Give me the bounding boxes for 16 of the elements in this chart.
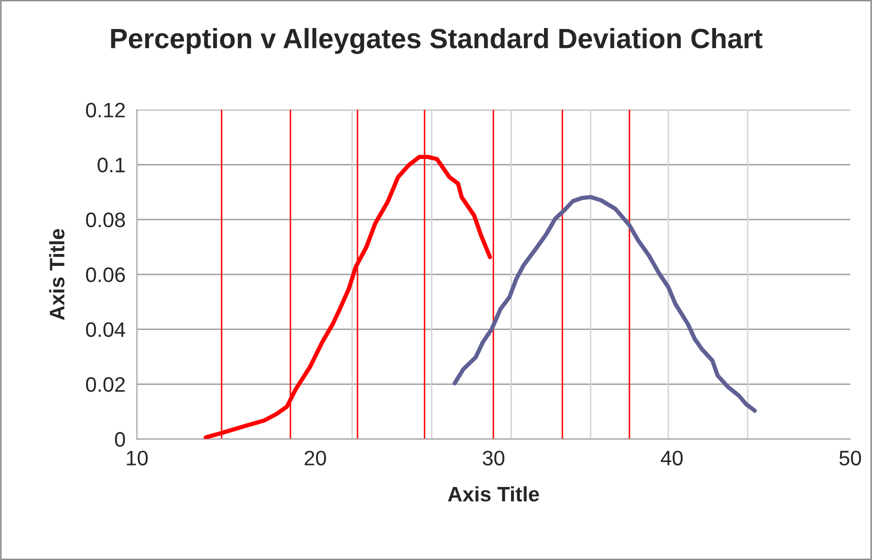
x-axis-title: Axis Title	[448, 486, 539, 502]
x-tick-label: 30	[482, 450, 504, 466]
y-tick-label: 0.08	[86, 212, 125, 228]
y-tick-label: 0.12	[86, 102, 125, 118]
chart-title: Perception v Alleygates Standard Deviation Chart	[111, 28, 762, 54]
x-tick-label: 40	[660, 450, 683, 466]
y-tick-label: 0	[115, 432, 125, 447]
x-tick-label: 10	[126, 450, 148, 466]
y-tick-label: 0.1	[98, 158, 125, 172]
y-tick-label: 0.06	[86, 267, 125, 282]
x-tick-label: 20	[304, 450, 326, 466]
y-tick-label: 0.04	[86, 322, 126, 338]
x-tick-label: 50	[839, 450, 861, 466]
y-tick-label: 0.02	[86, 377, 125, 392]
line-series	[452, 194, 757, 413]
y-axis-title: Axis Title	[49, 228, 64, 320]
